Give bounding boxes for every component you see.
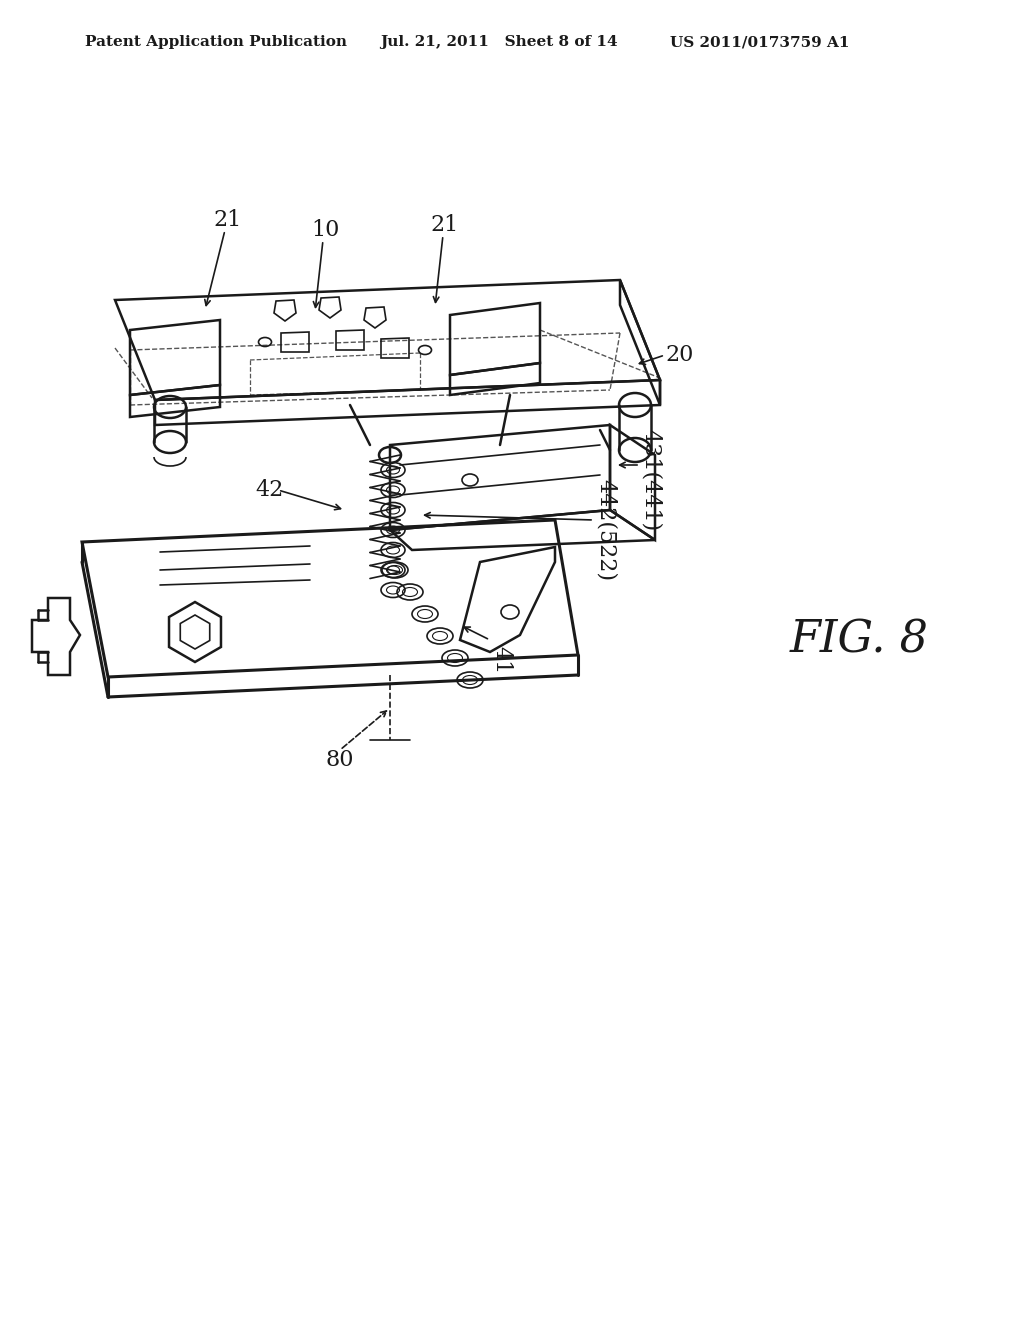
Text: 21: 21 — [214, 209, 242, 231]
Text: Jul. 21, 2011   Sheet 8 of 14: Jul. 21, 2011 Sheet 8 of 14 — [380, 36, 617, 49]
Text: 41: 41 — [490, 645, 512, 675]
Text: US 2011/0173759 A1: US 2011/0173759 A1 — [670, 36, 850, 49]
Text: Patent Application Publication: Patent Application Publication — [85, 36, 347, 49]
Text: 80: 80 — [326, 748, 354, 771]
Text: 442(522): 442(522) — [595, 479, 617, 581]
Text: 431(441): 431(441) — [640, 429, 662, 531]
Text: 10: 10 — [311, 219, 339, 242]
Text: FIG. 8: FIG. 8 — [790, 618, 929, 661]
Text: 21: 21 — [431, 214, 459, 236]
Text: 20: 20 — [665, 345, 693, 366]
Text: 42: 42 — [256, 479, 284, 502]
